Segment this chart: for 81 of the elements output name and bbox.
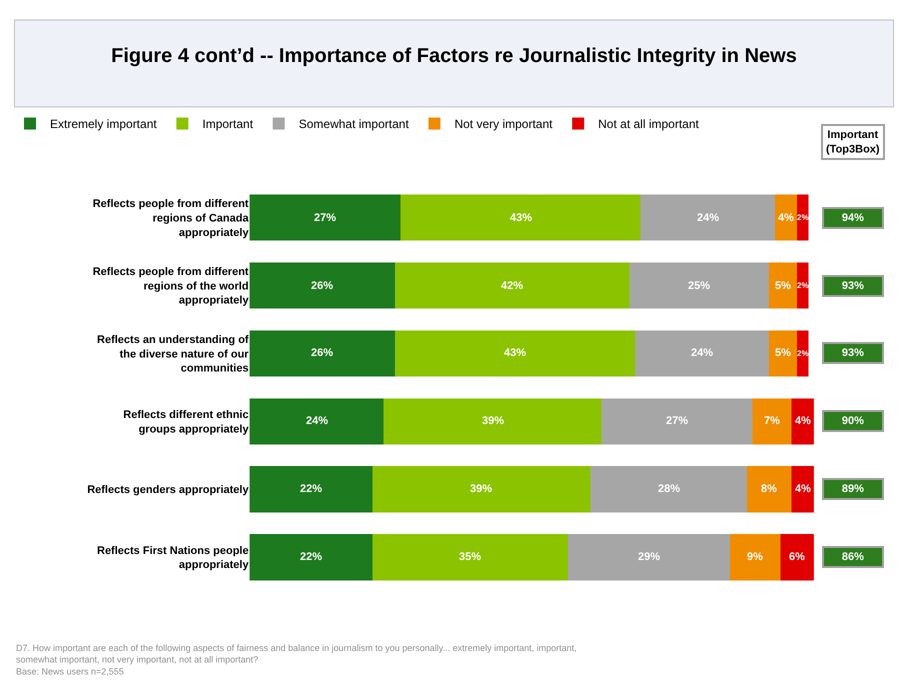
text: 89%	[842, 483, 864, 495]
text: 93%	[842, 280, 864, 292]
bar	[797, 194, 808, 241]
data-label: 2%	[797, 213, 809, 222]
bar	[384, 398, 602, 444]
bar	[746, 466, 792, 512]
bar	[640, 194, 775, 241]
bar	[752, 398, 792, 444]
data-label: 7%	[764, 415, 780, 427]
bar	[590, 466, 747, 512]
legend-label: Not at all important	[598, 117, 700, 132]
data-label: 42%	[501, 280, 524, 292]
data-label: 29%	[638, 551, 660, 563]
bar	[630, 262, 770, 309]
data-label: 22%	[300, 483, 322, 495]
data-label: 24%	[306, 415, 328, 427]
bar	[250, 398, 384, 444]
data-label: 43%	[504, 347, 526, 359]
data-label: 39%	[470, 483, 492, 495]
text: 90%	[842, 415, 864, 427]
data-label: 4%	[778, 212, 794, 224]
bar	[792, 398, 814, 444]
bar	[372, 534, 568, 580]
data-label: 24%	[697, 212, 720, 224]
y-tick-label: Reflects First Nations people appropriately	[97, 544, 250, 572]
bar	[780, 534, 814, 580]
data-label: 25%	[688, 280, 710, 292]
y-tick-label: Reflects people from different regions of Canada appropriately	[92, 198, 250, 239]
legend-label: Somewhat important	[298, 117, 410, 132]
data-label: 5%	[775, 280, 792, 292]
bar	[394, 262, 630, 309]
data-label: 27%	[314, 212, 336, 224]
data-label: 9%	[747, 551, 764, 563]
text: D7. How important are each of the following aspects of fairness and balance in journalism to you personally... extremely important, important, somewhat important, not very important, not at all important?	[16, 643, 577, 665]
bar	[394, 330, 636, 377]
legend-label: Important	[202, 117, 254, 132]
bar	[797, 330, 808, 377]
bar	[792, 466, 814, 512]
bar	[769, 330, 798, 377]
data-label: 24%	[691, 347, 714, 359]
data-label: 4%	[795, 483, 812, 495]
text: 93%	[842, 347, 864, 359]
y-tick-label: Reflects an understanding of the diverse nature of our communities	[97, 334, 250, 375]
bar	[797, 262, 808, 309]
bar	[568, 534, 730, 580]
chart-title: Figure 4 cont’d -- Importance of Factors re Journalistic Integrity in News	[111, 45, 797, 68]
bar	[250, 262, 395, 309]
data-label: 6%	[789, 551, 806, 563]
text: Important (Top3Box)	[826, 129, 880, 156]
data-label: 2%	[797, 281, 809, 290]
data-label: 43%	[510, 212, 532, 224]
data-label: 5%	[775, 347, 792, 359]
bar	[635, 330, 770, 377]
bar	[250, 534, 373, 580]
data-label: 26%	[311, 280, 334, 292]
y-tick-label: Reflects people from different regions of the world appropriately	[92, 266, 250, 307]
data-label: 22%	[300, 551, 322, 563]
data-label: 26%	[311, 347, 334, 359]
legend-label: Extremely important	[50, 117, 158, 132]
bar	[730, 534, 780, 580]
data-label: 28%	[658, 483, 680, 495]
data-label: 2%	[797, 349, 809, 358]
bar	[769, 262, 798, 309]
bar	[250, 330, 395, 377]
text: Base: News users n=2,555	[16, 666, 124, 676]
data-label: 39%	[482, 415, 504, 427]
y-tick-label: Reflects genders appropriately	[87, 484, 250, 496]
legend-label: Not very important	[454, 117, 554, 132]
data-label: 27%	[666, 415, 688, 427]
bar	[602, 398, 752, 444]
y-tick-label: Reflects different ethnic groups appropriately	[123, 409, 250, 436]
bar	[372, 466, 590, 512]
text: 94%	[842, 212, 864, 224]
bar	[400, 194, 641, 241]
text: 86%	[842, 551, 864, 563]
bar	[250, 466, 373, 512]
bar	[774, 194, 798, 241]
data-label: 8%	[761, 483, 778, 495]
bar	[250, 194, 400, 241]
data-label: 4%	[795, 415, 812, 427]
data-label: 35%	[459, 551, 482, 563]
